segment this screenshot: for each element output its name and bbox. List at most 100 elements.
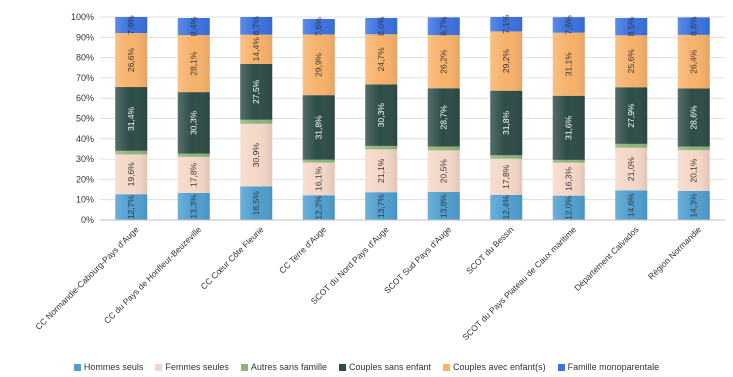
bar-segment-shading [177, 156, 210, 194]
bar-segment-shading [427, 150, 460, 192]
data-label: 28,1% [189, 51, 199, 76]
data-label: 20,1% [689, 158, 699, 183]
bar-segment-shading [365, 34, 398, 85]
bar-segment-shading [240, 123, 273, 187]
bar-segment-shading [552, 95, 585, 160]
data-label: 13,8% [439, 194, 449, 219]
data-label: 13,7% [376, 194, 386, 219]
bar-segment-shading [615, 87, 648, 144]
bar-segment-shading [490, 158, 523, 195]
x-tick-label: CC du Pays de Honfleur-Beuzeville [102, 224, 203, 325]
data-label: 8,5% [626, 17, 636, 37]
data-label: 16,3% [564, 167, 574, 192]
x-tick-label: CC Cœur Côte Fleurie [198, 224, 265, 291]
y-tick-label: 50% [76, 114, 94, 124]
x-tick-label: SCOT Sud Pays d'Auge [382, 224, 453, 295]
data-label: 14,4% [251, 37, 261, 62]
legend-label: Couples sans enfant [348, 362, 432, 372]
y-tick-label: 10% [76, 195, 94, 205]
legend-swatch [240, 363, 248, 371]
bar-segment-shading [365, 18, 398, 35]
data-label: 29,9% [314, 52, 324, 77]
data-label: 14,6% [626, 193, 636, 218]
y-axis-tick-labels: 0% 10% 20% 30% 40% 50% 60% 70% 80% 90% 100% [71, 12, 94, 225]
legend-label: Hommes seuls [83, 362, 144, 372]
bar-segment-shading [302, 34, 335, 96]
data-label: 13,3% [189, 194, 199, 219]
bar-segment-shading [552, 32, 585, 96]
bar-segment-shading [365, 84, 398, 146]
data-label: 8,4% [189, 16, 199, 36]
bar-segment-shading [302, 162, 335, 196]
data-label: 30,3% [376, 103, 386, 128]
bar-segment-shading [615, 143, 648, 148]
data-label: 19,6% [126, 162, 136, 187]
bar-segment-shading [115, 33, 148, 88]
bar-segment-shading [240, 186, 273, 220]
legend-swatch [73, 363, 81, 371]
x-tick-label: SCOT du Bessin [464, 224, 516, 276]
legend-item: Hommes seuls [73, 362, 144, 372]
data-label: 28,7% [439, 105, 449, 130]
bar-segment-shading [427, 146, 460, 151]
legend-item: Couples sans enfant [338, 362, 432, 372]
data-labels: 12,7% 19,6% 31,4% 26,6% 7,9% 13,3% 17,8% 30,3% 2… [126, 14, 699, 220]
bar-segment-shading [240, 63, 273, 120]
bar-segment-shading [302, 159, 335, 163]
data-label: 31,8% [501, 110, 511, 135]
data-label: 16,1% [314, 166, 324, 191]
legend-label: Autres sans famille [250, 362, 327, 372]
bar-segment-shading [115, 17, 148, 34]
data-label: 21,1% [376, 158, 386, 183]
bar-segment-shading [427, 191, 460, 220]
legend-item: Couples avec enfant(s) [443, 362, 546, 372]
y-tick-label: 100% [71, 12, 94, 22]
bars [115, 17, 710, 220]
bar-segment-shading [677, 88, 710, 147]
bar-segment-shading [490, 90, 523, 156]
bar-segment-shading [177, 92, 210, 154]
y-tick-label: 80% [76, 53, 94, 63]
bar-segment-shading [552, 159, 585, 163]
bar-segment-shading [365, 145, 398, 150]
bar-segment-shading [490, 155, 523, 159]
data-label: 17,8% [501, 164, 511, 189]
bar-segment-shading [677, 150, 710, 191]
bar-segment-shading [490, 17, 523, 32]
bar-segment-shading [365, 149, 398, 193]
bar-segment-shading [677, 34, 710, 89]
bar-segment-shading [615, 190, 648, 220]
bar-segment-shading [302, 195, 335, 220]
bar-segment-shading [552, 17, 585, 33]
data-label: 28,6% [689, 105, 699, 130]
bar-segment-shading [240, 17, 273, 35]
data-label: 8,6% [689, 16, 699, 36]
bar-segment-shading [240, 34, 273, 64]
y-tick-label: 60% [76, 93, 94, 103]
legend-swatch [155, 363, 163, 371]
data-label: 14,3% [689, 193, 699, 218]
x-tick-label: CC Terre d'Auge [277, 224, 328, 275]
data-label: 21,0% [626, 157, 636, 182]
data-label: 29,2% [501, 49, 511, 74]
data-label: 26,2% [439, 49, 449, 74]
legend-label: Couples avec enfant(s) [453, 362, 546, 372]
data-label: 12,4% [501, 195, 511, 220]
data-label: 25,6% [626, 49, 636, 74]
data-label: 12,2% [314, 195, 324, 220]
data-label: 7,6% [564, 15, 574, 35]
data-label: 8,7% [251, 16, 261, 36]
y-tick-label: 70% [76, 73, 94, 83]
bar-segment-shading [177, 35, 210, 93]
data-label: 7,9% [126, 15, 136, 35]
data-label: 31,4% [126, 106, 136, 131]
bar-segment-shading [552, 195, 585, 220]
legend-swatch [443, 363, 451, 371]
bar-segment-shading [115, 87, 148, 151]
x-tick-label: Région Normandie [646, 224, 703, 281]
legend-swatch [338, 363, 346, 371]
legend-label: Famille monoparentale [567, 362, 660, 372]
bar-segment-shading [490, 194, 523, 220]
